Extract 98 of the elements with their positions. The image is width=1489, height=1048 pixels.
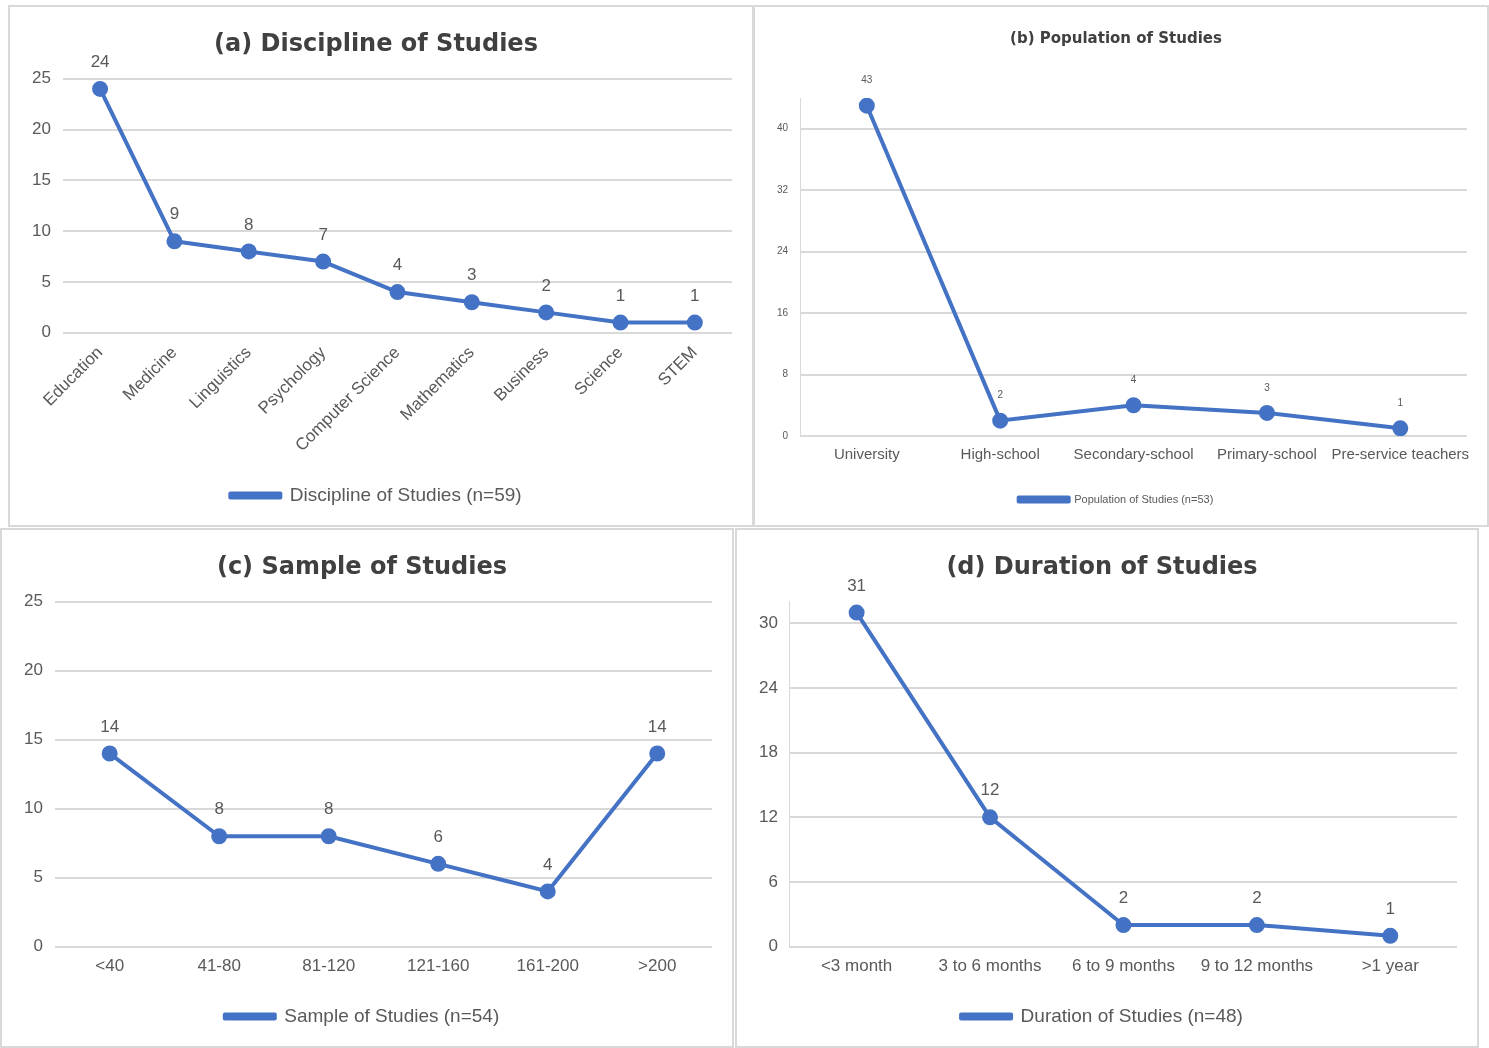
chart-title: (c) Sample of Studies — [216, 551, 508, 580]
legend-label: Sample of Studies (n=54) — [284, 1004, 500, 1026]
data-label: 4 — [392, 255, 403, 275]
data-label: 4 — [1130, 374, 1137, 386]
point — [992, 412, 1009, 429]
x-tick-label: 9 to 12 months — [1200, 956, 1314, 976]
y-tick-label: 8 — [782, 368, 789, 380]
y-tick-label: 20 — [31, 119, 51, 139]
y-tick-label: 10 — [31, 220, 51, 240]
point — [166, 233, 183, 250]
point — [389, 284, 406, 301]
y-tick-label: 20 — [23, 660, 43, 680]
data-label: 31 — [847, 575, 867, 595]
y-tick-label: 16 — [777, 306, 789, 318]
data-label: 24 — [90, 52, 110, 72]
x-tick-label: 6 to 9 months — [1071, 956, 1175, 976]
data-label: 2 — [1252, 888, 1262, 908]
data-label: 1 — [615, 285, 626, 305]
chart-title: (a) Discipline of Studies — [214, 28, 538, 57]
x-tick-label: 41-80 — [197, 956, 241, 976]
y-tick-label: 0 — [768, 936, 778, 956]
point — [1248, 917, 1265, 934]
y-tick-label: 10 — [23, 798, 43, 818]
data-label: 3 — [1264, 381, 1271, 393]
y-tick-label: 0 — [33, 936, 43, 956]
y-tick-label: 25 — [31, 68, 51, 88]
point — [649, 745, 666, 762]
point — [315, 253, 332, 270]
y-tick-label: 18 — [758, 742, 778, 762]
x-tick-label: 81-120 — [302, 956, 356, 976]
data-label: 1 — [1397, 397, 1404, 409]
y-tick-label: 40 — [777, 122, 789, 134]
data-label: 1 — [1385, 899, 1396, 919]
point — [463, 294, 480, 311]
point — [101, 745, 118, 762]
x-tick-label: >1 year — [1361, 956, 1420, 976]
y-tick-label: 25 — [23, 591, 43, 611]
point — [686, 314, 703, 331]
y-tick-label: 15 — [23, 729, 43, 749]
chart-title: (b) Population of Studies — [1010, 28, 1222, 47]
data-label: 12 — [980, 780, 1000, 800]
x-tick-label: Primary-school — [1216, 445, 1317, 463]
x-tick-label: >200 — [638, 956, 677, 976]
chart-title: (d) Duration of Studies — [946, 551, 1258, 580]
y-tick-label: 30 — [758, 613, 778, 633]
y-tick-label: 5 — [41, 271, 51, 291]
data-label: 2 — [1118, 888, 1129, 908]
data-label: 8 — [214, 799, 224, 819]
y-tick-label: 6 — [768, 871, 778, 891]
data-label: 2 — [541, 275, 551, 295]
data-label: 4 — [542, 854, 553, 874]
point — [1115, 917, 1132, 934]
x-tick-label: High-school — [960, 445, 1040, 463]
point — [858, 98, 875, 114]
x-tick-label: 161-200 — [516, 956, 579, 976]
x-tick-label: <3 month — [820, 956, 893, 976]
point — [1125, 397, 1142, 414]
point — [982, 809, 999, 826]
data-label: 2 — [997, 389, 1004, 401]
point — [539, 883, 556, 900]
point — [1258, 404, 1275, 421]
legend-label: Discipline of Studies (n=59) — [289, 483, 522, 505]
x-tick-label: University — [833, 445, 901, 463]
y-tick-label: 32 — [777, 183, 789, 195]
data-label: 43 — [861, 74, 873, 86]
legend-label: Duration of Studies (n=48) — [1020, 1004, 1243, 1026]
point — [1392, 420, 1409, 436]
data-label: 3 — [467, 265, 477, 285]
point — [538, 304, 555, 321]
x-tick-label: 121-160 — [407, 956, 470, 976]
x-tick-label: 3 to 6 months — [938, 956, 1042, 976]
y-tick-label: 24 — [758, 677, 778, 697]
point — [211, 828, 228, 845]
x-tick-label: Secondary-school — [1073, 445, 1194, 463]
data-label: 14 — [100, 716, 120, 736]
y-tick-label: 12 — [758, 806, 778, 826]
data-label: 7 — [318, 224, 328, 244]
x-tick-label: Pre-service teachers — [1331, 445, 1470, 463]
point — [848, 604, 865, 621]
data-label: 1 — [690, 285, 700, 305]
point — [320, 828, 337, 845]
legend-label: Population of Studies (n=53) — [1074, 492, 1214, 505]
data-label: 6 — [433, 827, 443, 847]
data-label: 8 — [323, 799, 334, 819]
y-tick-label: 0 — [41, 322, 51, 342]
y-tick-label: 5 — [33, 867, 43, 887]
y-tick-label: 15 — [31, 170, 51, 190]
x-tick-label: <40 — [95, 956, 125, 976]
y-tick-label: 0 — [782, 429, 789, 441]
data-label: 14 — [647, 716, 667, 736]
point — [612, 314, 629, 331]
data-label: 8 — [244, 214, 254, 234]
point — [92, 80, 109, 97]
y-tick-label: 24 — [777, 245, 789, 257]
point — [1382, 927, 1399, 944]
data-label: 9 — [169, 204, 180, 224]
point — [430, 855, 447, 872]
point — [240, 243, 257, 260]
